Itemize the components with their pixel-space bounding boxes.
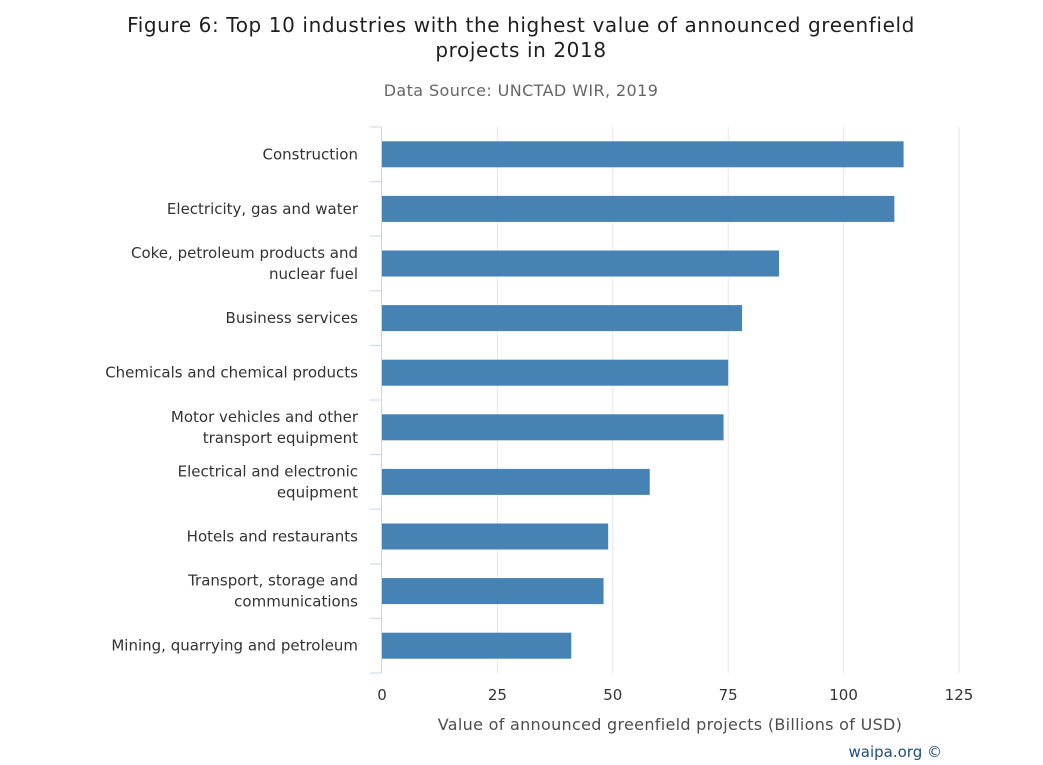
x-tick-label: 100 [829, 686, 858, 704]
bar[interactable] [382, 250, 779, 277]
x-tick-label: 75 [719, 686, 738, 704]
category-label: Transport, storage and communications [187, 572, 358, 611]
x-tick-label: 0 [377, 686, 387, 704]
bar[interactable] [382, 578, 604, 605]
category-label: Chemicals and chemical products [105, 364, 358, 382]
category-label: Motor vehicles and other transport equipm… [171, 408, 359, 447]
chart-title-line-2: projects in 2018 [435, 38, 606, 62]
chart-subtitle: Data Source: UNCTAD WIR, 2019 [384, 81, 659, 100]
x-axis-title: Value of announced greenfield projects (… [438, 715, 902, 734]
value-axis: 0 25 50 75 100 125 [377, 686, 973, 704]
bar[interactable] [382, 468, 650, 495]
category-label: Electricity, gas and water [167, 200, 359, 218]
bar[interactable] [382, 523, 609, 550]
bar[interactable] [382, 195, 895, 222]
category-label: Coke, petroleum products and nuclear fuel [131, 244, 358, 283]
credit-link[interactable]: waipa.org © [849, 743, 942, 761]
category-label: Construction [262, 145, 358, 163]
chart-title-line-1: Figure 6: Top 10 industries with the hig… [127, 13, 915, 37]
category-label: Hotels and restaurants [187, 528, 359, 546]
bar[interactable] [382, 305, 743, 332]
x-tick-label: 50 [603, 686, 622, 704]
x-tick-label: 25 [488, 686, 507, 704]
bar[interactable] [382, 632, 572, 659]
category-label: Electrical and electronic equipment [178, 462, 358, 501]
bar[interactable] [382, 141, 904, 168]
bar[interactable] [382, 414, 724, 441]
category-axis: Construction Electricity, gas and water Co… [105, 126, 382, 674]
category-label: Business services [226, 309, 359, 327]
x-tick-label: 125 [945, 686, 974, 704]
bars [382, 141, 904, 659]
category-label: Mining, quarrying and petroleum [111, 637, 358, 655]
bar[interactable] [382, 359, 729, 386]
